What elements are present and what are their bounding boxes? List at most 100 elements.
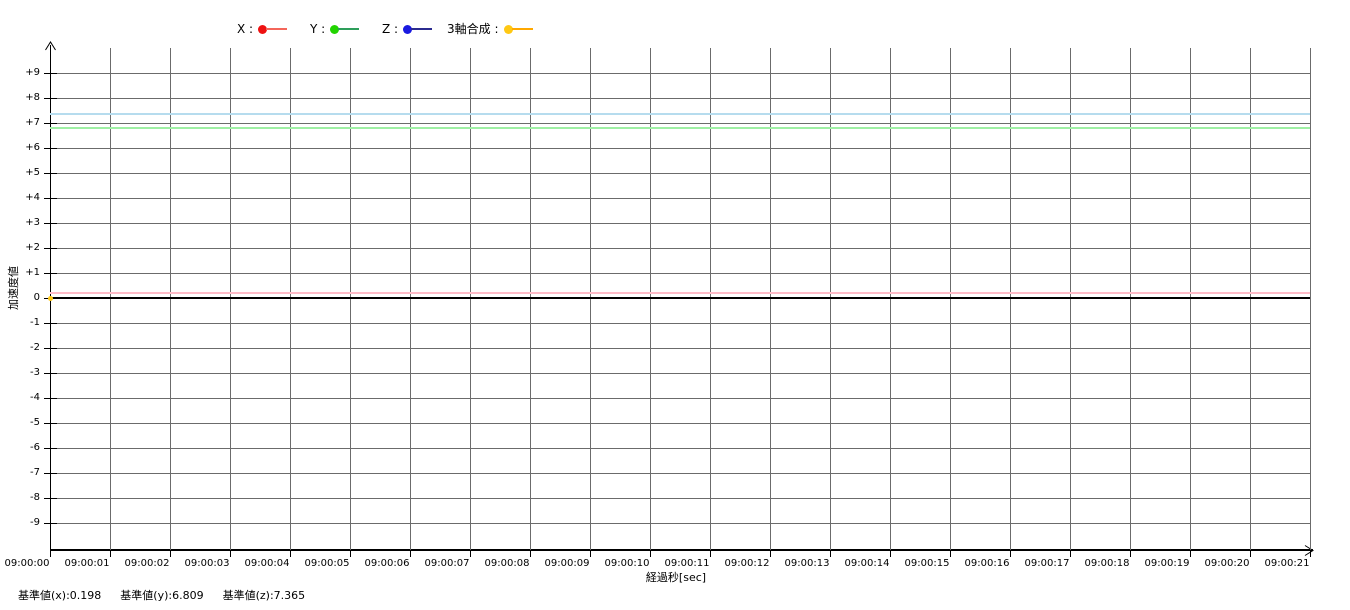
chart-legend: X : Y : Z : 3軸合成 :	[0, 22, 1350, 38]
x-tick-label: 09:00:07	[424, 558, 470, 569]
v-gridline	[1250, 48, 1251, 550]
x-tick-label: 09:00:02	[124, 558, 170, 569]
v-gridline	[950, 48, 951, 550]
data-point-composite	[48, 296, 53, 301]
legend-line-composite	[511, 28, 533, 30]
x-tick-label: 09:00:10	[604, 558, 650, 569]
legend-marker-x-icon	[258, 24, 268, 34]
h-gridline	[50, 348, 1310, 349]
x-axis-tick	[830, 551, 831, 557]
legend-item-composite: 3軸合成 :	[447, 22, 533, 36]
x-tick-label: 09:00:14	[844, 558, 890, 569]
x-tick-label: 09:00:06	[364, 558, 410, 569]
x-axis-tick	[1250, 551, 1251, 557]
legend-line-x	[266, 28, 288, 30]
y-tick-label: -4	[30, 392, 40, 403]
v-gridline	[710, 48, 711, 550]
x-axis-tick	[470, 551, 471, 557]
v-gridline	[1010, 48, 1011, 550]
v-gridline	[410, 48, 411, 550]
y-tick-label: -1	[30, 317, 40, 328]
v-gridline	[110, 48, 111, 550]
x-axis-tick	[1130, 551, 1131, 557]
y-tick-label: -2	[30, 342, 40, 353]
baseline-y-value: 基準値(y):6.809	[120, 589, 204, 602]
legend-item-z: Z :	[382, 22, 433, 36]
y-tick-label: +7	[25, 117, 40, 128]
x-tick-label: 09:00:17	[1024, 558, 1070, 569]
baseline-x-value: 基準値(x):0.198	[18, 589, 102, 602]
y-axis-tick	[44, 223, 57, 224]
x-axis-tick	[1010, 551, 1011, 557]
y-axis-tick	[44, 148, 57, 149]
y-tick-label: +1	[25, 267, 40, 278]
x-axis-arrow-icon	[1304, 545, 1314, 556]
x-axis-tick	[650, 551, 651, 557]
h-gridline	[50, 98, 1310, 99]
y-axis-tick	[44, 448, 57, 449]
y-axis-tick	[44, 498, 57, 499]
x-tick-label: 09:00:18	[1084, 558, 1130, 569]
v-gridline	[590, 48, 591, 550]
y-tick-label: -6	[30, 442, 40, 453]
v-gridline	[170, 48, 171, 550]
y-tick-label: +4	[25, 192, 40, 203]
legend-label-composite: 3軸合成 :	[447, 22, 499, 36]
y-axis-tick	[44, 198, 57, 199]
x-axis-tick	[1190, 551, 1191, 557]
x-axis-tick	[950, 551, 951, 557]
x-axis-tick	[110, 551, 111, 557]
h-gridline	[50, 323, 1310, 324]
h-gridline	[50, 223, 1310, 224]
x-axis-tick	[290, 551, 291, 557]
v-gridline	[890, 48, 891, 550]
h-gridline	[50, 73, 1310, 74]
v-gridline	[470, 48, 471, 550]
x-axis-tick	[170, 551, 171, 557]
v-gridline	[350, 48, 351, 550]
x-tick-label: 09:00:08	[484, 558, 530, 569]
y-tick-label: +9	[25, 67, 40, 78]
x-axis-tick	[890, 551, 891, 557]
y-axis-tick	[44, 73, 57, 74]
h-gridline	[50, 448, 1310, 449]
y-tick-label: +5	[25, 167, 40, 178]
x-tick-label: 09:00:00	[4, 558, 50, 569]
y-axis-tick	[44, 373, 57, 374]
y-axis-tick	[44, 423, 57, 424]
zero-baseline	[50, 297, 1310, 299]
x-tick-label: 09:00:04	[244, 558, 290, 569]
ref-line-x	[50, 292, 1310, 295]
y-tick-label: +8	[25, 92, 40, 103]
v-gridline	[290, 48, 291, 550]
legend-marker-composite-icon	[503, 24, 513, 34]
y-tick-label: 0	[33, 292, 40, 303]
y-axis-title: 加速度値	[7, 266, 20, 310]
h-gridline	[50, 473, 1310, 474]
y-tick-label: -8	[30, 492, 40, 503]
x-axis-tick	[710, 551, 711, 557]
v-gridline	[1070, 48, 1071, 550]
legend-marker-z-icon	[403, 24, 413, 34]
x-tick-label: 09:00:09	[544, 558, 590, 569]
legend-line-y	[338, 28, 360, 30]
legend-label-y: Y :	[310, 22, 326, 36]
x-tick-label: 09:00:15	[904, 558, 950, 569]
h-gridline	[50, 173, 1310, 174]
y-axis-tick	[44, 398, 57, 399]
h-gridline	[50, 498, 1310, 499]
h-gridline	[50, 373, 1310, 374]
v-gridline	[1310, 48, 1311, 550]
h-gridline	[50, 273, 1310, 274]
h-gridline	[50, 523, 1310, 524]
h-gridline	[50, 248, 1310, 249]
x-axis-tick	[1070, 551, 1071, 557]
ref-line-z	[50, 112, 1310, 115]
v-gridline	[650, 48, 651, 550]
x-tick-label: 09:00:13	[784, 558, 830, 569]
baseline-readouts: 基準値(x):0.198 基準値(y):6.809 基準値(z):7.365	[18, 589, 305, 603]
h-gridline	[50, 148, 1310, 149]
legend-label-x: X :	[237, 22, 254, 36]
y-axis-tick	[44, 123, 57, 124]
x-tick-label: 09:00:16	[964, 558, 1010, 569]
